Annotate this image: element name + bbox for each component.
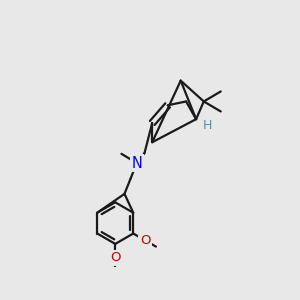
Text: O: O <box>110 251 121 264</box>
Text: H: H <box>203 119 212 132</box>
Text: N: N <box>131 155 142 170</box>
Text: O: O <box>140 234 151 247</box>
